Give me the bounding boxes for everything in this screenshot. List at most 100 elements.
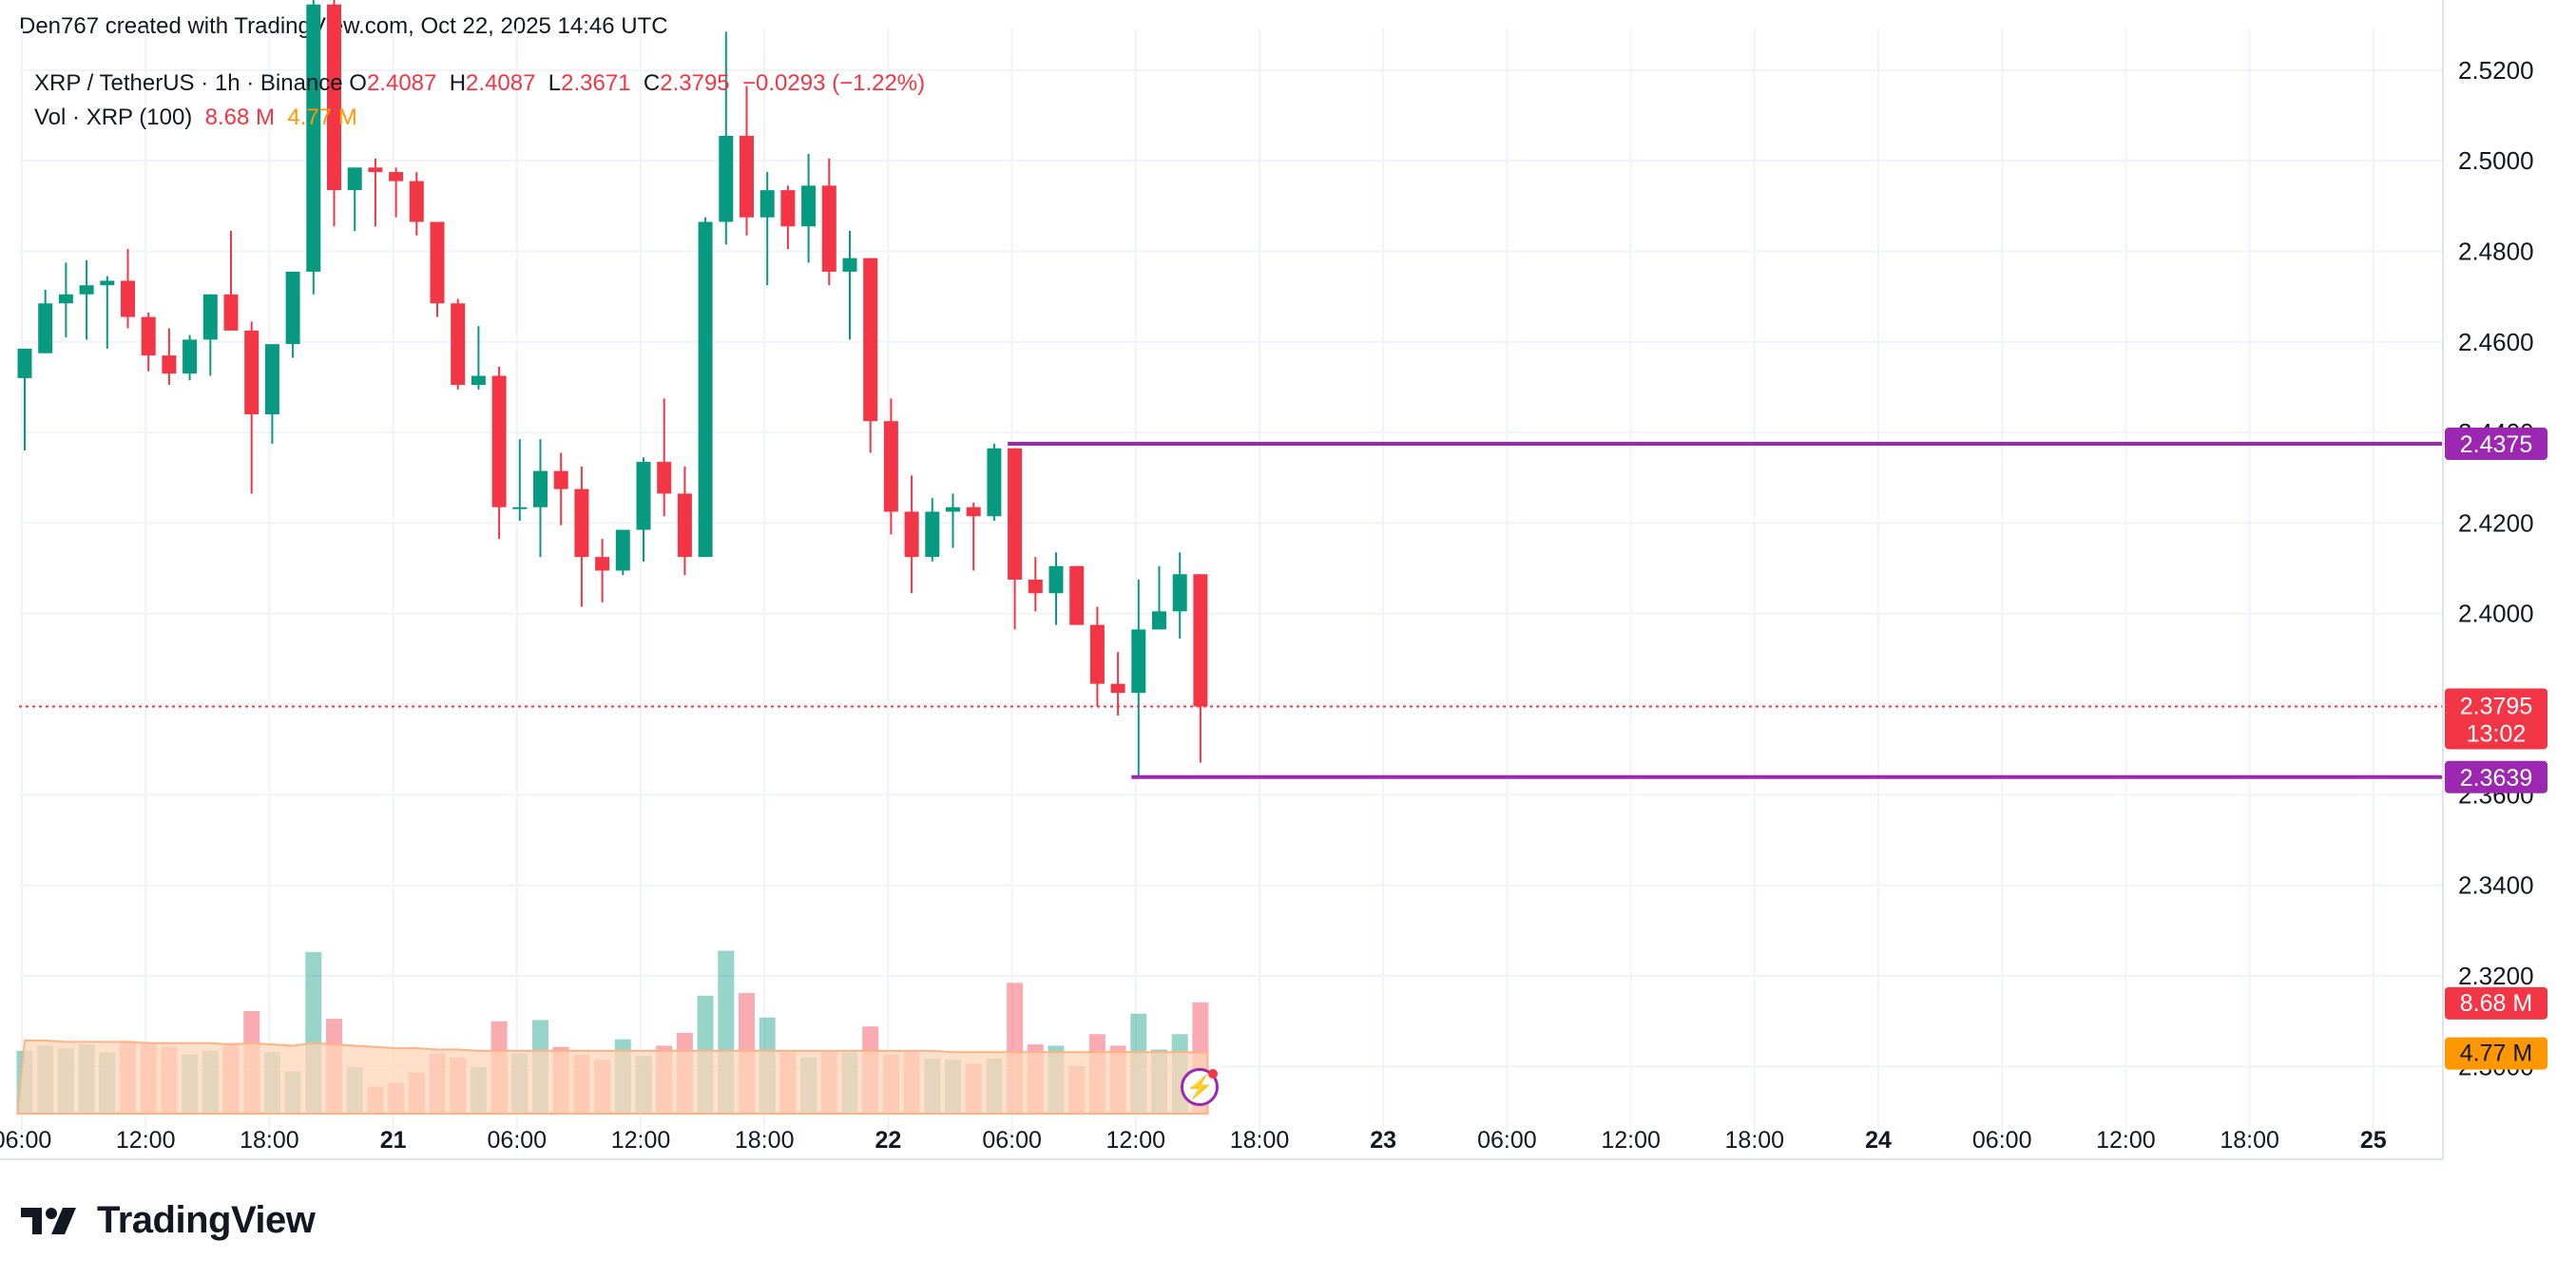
candle xyxy=(409,172,424,236)
price-tick-label: 2.3400 xyxy=(2458,871,2534,900)
price-tick-label: 2.4000 xyxy=(2458,600,2534,628)
candle-body xyxy=(1069,565,1085,625)
candle-body xyxy=(347,167,362,191)
brand-name: TradingView xyxy=(97,1199,316,1241)
time-tick-label: 23 xyxy=(1370,1127,1396,1154)
symbol-label[interactable]: XRP / TetherUS · 1h · Binance xyxy=(34,70,343,96)
candle xyxy=(100,276,115,349)
candle-body xyxy=(883,421,898,512)
candle-body xyxy=(202,294,218,340)
candle xyxy=(595,539,610,602)
time-tick-label: 06:00 xyxy=(1972,1127,2032,1154)
candle xyxy=(368,158,383,227)
level-tag xyxy=(2445,760,2547,793)
candle xyxy=(491,367,507,540)
volume-ma-value: 4.77 M xyxy=(287,105,357,130)
lightning-icon[interactable]: ⚡ xyxy=(1181,1068,1219,1106)
candles xyxy=(17,0,1208,777)
candle-body xyxy=(1008,448,1023,580)
candle xyxy=(1193,574,1208,763)
candle-body xyxy=(574,488,589,558)
level-tag-label: 2.4375 xyxy=(2460,431,2532,458)
close-value: 2.3795 xyxy=(660,70,730,96)
ohlc-row: XRP / TetherUS · 1h · Binance O2.4087 H2… xyxy=(34,67,925,101)
high-value: 2.4087 xyxy=(466,70,536,96)
time-tick-label: 06:00 xyxy=(982,1127,1042,1154)
candle-body xyxy=(244,330,260,415)
time-tick-label: 12:00 xyxy=(2096,1127,2156,1154)
candle xyxy=(264,344,279,445)
candle-body xyxy=(842,258,857,272)
candle xyxy=(1131,580,1146,777)
candle xyxy=(863,258,878,453)
price-axis: 2.52002.50002.48002.46002.44002.42002.40… xyxy=(2442,0,2534,1159)
candle xyxy=(842,231,857,340)
candle-body xyxy=(1110,683,1125,694)
candle xyxy=(1028,557,1043,612)
candle xyxy=(615,529,630,576)
time-axis: 06:00 12:00 18:00 21 06:00 12:00 18:00 22 06:00 1… xyxy=(0,1127,2443,1160)
candle xyxy=(512,439,528,522)
candle-body xyxy=(1028,580,1043,594)
volume-label[interactable]: Vol · XRP (100) xyxy=(34,105,193,130)
candle xyxy=(1172,552,1187,639)
time-tick-label: 25 xyxy=(2360,1127,2387,1154)
low-label: L xyxy=(548,70,562,96)
volume-row: Vol · XRP (100) 8.68 M 4.77 M xyxy=(34,101,925,135)
candle xyxy=(574,466,589,607)
candle xyxy=(183,334,198,381)
candle xyxy=(946,493,960,548)
candle-body xyxy=(389,172,404,181)
candle xyxy=(966,502,981,571)
horizontal-levels xyxy=(1008,442,2443,779)
candle xyxy=(430,221,445,317)
candle-body xyxy=(553,470,568,489)
footer: TradingView xyxy=(21,1199,316,1242)
candle xyxy=(780,185,796,250)
candle xyxy=(451,298,466,390)
open-label: O xyxy=(349,70,367,96)
candle-body xyxy=(904,511,919,558)
candle xyxy=(79,260,94,340)
time-tick-label: 18:00 xyxy=(1725,1127,1785,1154)
candle xyxy=(1008,448,1023,630)
countdown-label: 13:02 xyxy=(2467,720,2527,747)
candle xyxy=(17,348,32,451)
last-price-label: 2.3795 xyxy=(2460,693,2532,719)
open-value: 2.4087 xyxy=(366,70,437,96)
time-tick-label: 12:00 xyxy=(611,1127,671,1154)
candle-body xyxy=(698,221,713,558)
candle-body xyxy=(162,355,177,374)
candle xyxy=(162,328,177,386)
candle-body xyxy=(801,185,817,227)
candle-body xyxy=(719,135,734,222)
level-tag-label: 2.3639 xyxy=(2460,765,2532,792)
candle-body xyxy=(368,167,383,173)
last-price-tag xyxy=(2445,688,2547,750)
candle-body xyxy=(58,294,73,304)
candle-body xyxy=(595,557,610,571)
candle-body xyxy=(780,190,796,227)
chart-legend: XRP / TetherUS · 1h · Binance O2.4087 H2… xyxy=(34,67,925,135)
candle xyxy=(1048,552,1064,625)
candle xyxy=(801,154,817,263)
candle xyxy=(821,158,836,286)
candle-body xyxy=(1172,574,1187,612)
candle xyxy=(698,217,713,558)
time-tick-label: 24 xyxy=(1865,1127,1892,1154)
time-tick-label: 18:00 xyxy=(2220,1127,2279,1154)
candle-body xyxy=(966,506,981,517)
candle xyxy=(883,398,898,535)
candle xyxy=(533,439,548,558)
candle-body xyxy=(987,448,1002,517)
price-tick-label: 2.5200 xyxy=(2458,56,2534,85)
price-tick-label: 2.5000 xyxy=(2458,146,2534,175)
candle xyxy=(677,466,692,576)
candle-body xyxy=(38,303,53,353)
candle xyxy=(719,31,734,245)
candle-body xyxy=(759,190,775,218)
notification-dot xyxy=(1208,1069,1218,1079)
volume-tag xyxy=(2445,986,2547,1020)
